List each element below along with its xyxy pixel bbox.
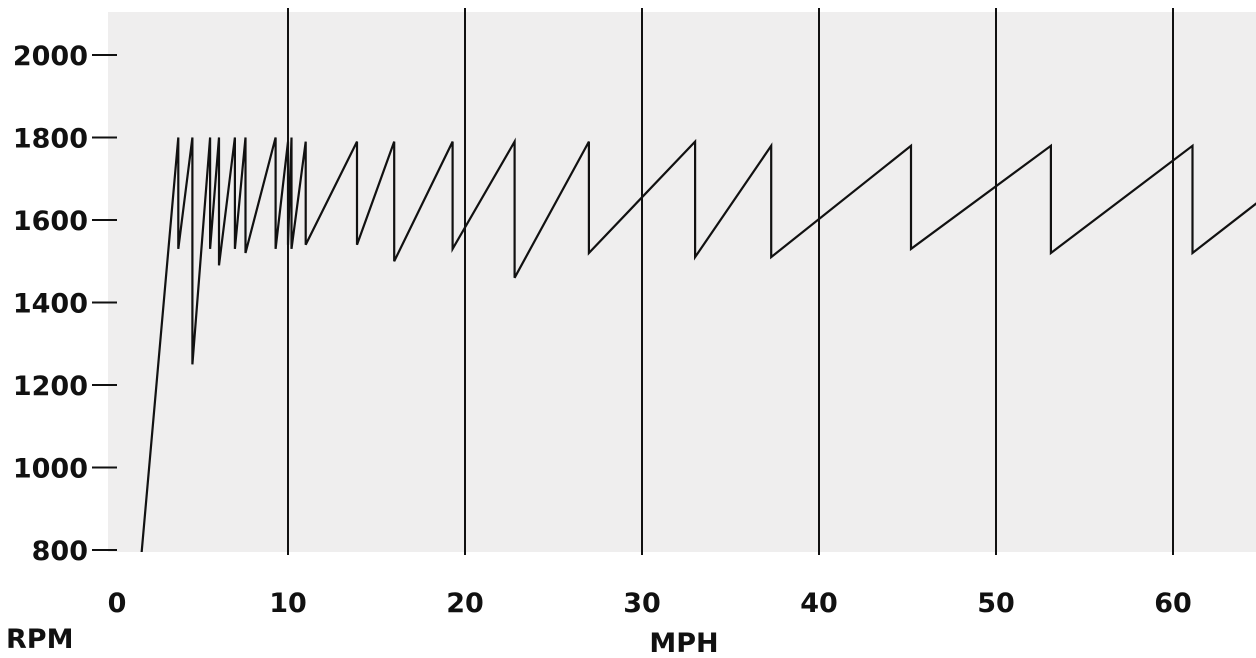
x-tick-label-0: 0 bbox=[108, 588, 127, 619]
x-tick-label-40: 40 bbox=[800, 588, 838, 619]
x-tick-label-30: 30 bbox=[623, 588, 661, 619]
x-tick-label-50: 50 bbox=[977, 588, 1015, 619]
y-tick-label-800: 800 bbox=[32, 536, 88, 567]
x-axis-title: MPH bbox=[649, 628, 718, 658]
x-tick-label-10: 10 bbox=[269, 588, 307, 619]
y-tick-label-1200: 1200 bbox=[13, 371, 88, 402]
y-tick-label-1000: 1000 bbox=[13, 454, 88, 485]
y-tick-label-2000: 2000 bbox=[13, 41, 88, 72]
y-axis-ticks bbox=[92, 54, 117, 551]
series-line-0 bbox=[140, 137, 1256, 552]
plot-background bbox=[108, 12, 1256, 552]
vertical-gridlines bbox=[287, 8, 1174, 555]
series-layer bbox=[140, 137, 1256, 552]
x-tick-label-20: 20 bbox=[446, 588, 484, 619]
y-tick-label-1800: 1800 bbox=[13, 124, 88, 155]
x-tick-label-60: 60 bbox=[1154, 588, 1192, 619]
y-tick-labels: 800 1000 1200 1400 1600 1800 2000 bbox=[13, 41, 88, 567]
x-tick-labels: 0 10 20 30 40 50 60 bbox=[108, 588, 1192, 619]
y-axis-title: RPM bbox=[6, 624, 73, 655]
y-tick-label-1400: 1400 bbox=[13, 289, 88, 320]
y-tick-label-1600: 1600 bbox=[13, 206, 88, 237]
